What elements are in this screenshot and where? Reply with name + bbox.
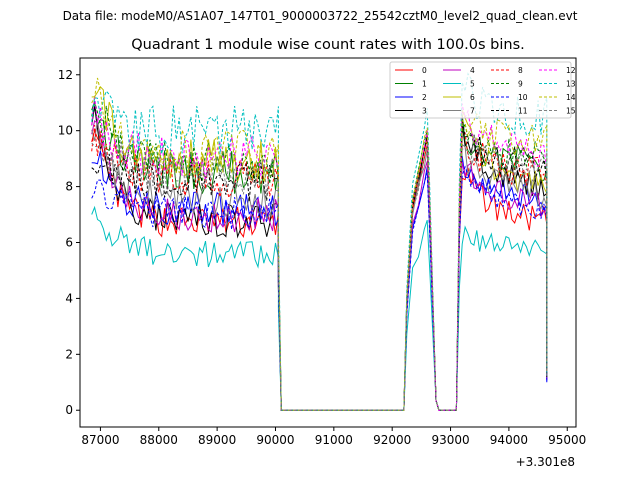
legend-label-0: 0 <box>422 66 427 75</box>
series-lines <box>91 72 548 411</box>
legend-label-10: 10 <box>518 93 528 102</box>
x-tick-label: 87000 <box>81 433 119 447</box>
series-line-5 <box>91 205 548 411</box>
x-tick-label: 92000 <box>373 433 411 447</box>
y-axis: 0 2 4 6 8 10 12 <box>58 68 80 417</box>
x-tick-label: 89000 <box>198 433 236 447</box>
series-line-15 <box>91 135 548 411</box>
legend-label-13: 13 <box>566 80 576 89</box>
y-tick-label: 2 <box>65 347 73 361</box>
legend-label-15: 15 <box>566 107 576 116</box>
series-line-10 <box>91 165 548 411</box>
legend-label-4: 4 <box>470 66 475 75</box>
chart-title: Quadrant 1 module wise count rates with … <box>131 37 525 53</box>
legend-label-11: 11 <box>518 107 528 116</box>
series-line-8 <box>91 125 548 411</box>
legend-label-9: 9 <box>518 80 523 89</box>
series-line-7 <box>91 118 548 411</box>
legend-label-7: 7 <box>470 107 475 116</box>
x-tick-label: 95000 <box>548 433 586 447</box>
legend-label-8: 8 <box>518 66 523 75</box>
y-tick-label: 6 <box>65 236 73 250</box>
x-tick-label: 88000 <box>140 433 178 447</box>
legend-label-3: 3 <box>422 107 427 116</box>
y-tick-label: 0 <box>65 403 73 417</box>
y-tick-label: 4 <box>65 291 73 305</box>
x-tick-label: 93000 <box>431 433 469 447</box>
legend-label-5: 5 <box>470 80 475 89</box>
legend-label-6: 6 <box>470 93 475 102</box>
legend-box <box>389 61 572 119</box>
series-line-12 <box>91 95 548 411</box>
y-tick-label: 8 <box>65 180 73 194</box>
series-line-11 <box>91 119 548 411</box>
x-offset-label: +3.301e8 <box>516 455 575 469</box>
y-tick-label: 10 <box>58 124 73 138</box>
x-tick-label: 94000 <box>490 433 528 447</box>
legend-label-2: 2 <box>422 93 427 102</box>
x-tick-label: 91000 <box>315 433 353 447</box>
y-tick-label: 12 <box>58 68 73 82</box>
plot-area: 87000 88000 89000 90000 91000 92000 93000 94000… <box>58 57 586 469</box>
x-tick-label: 90000 <box>256 433 294 447</box>
legend-label-14: 14 <box>566 93 576 102</box>
legend-label-12: 12 <box>566 66 576 75</box>
series-line-13 <box>91 72 548 411</box>
legend-label-1: 1 <box>422 80 427 89</box>
series-line-14 <box>91 77 548 411</box>
x-axis: 87000 88000 89000 90000 91000 92000 93000 94000… <box>81 427 586 447</box>
datafile-header: Data file: modeM0/AS1A07_147T01_90000037… <box>63 9 578 23</box>
